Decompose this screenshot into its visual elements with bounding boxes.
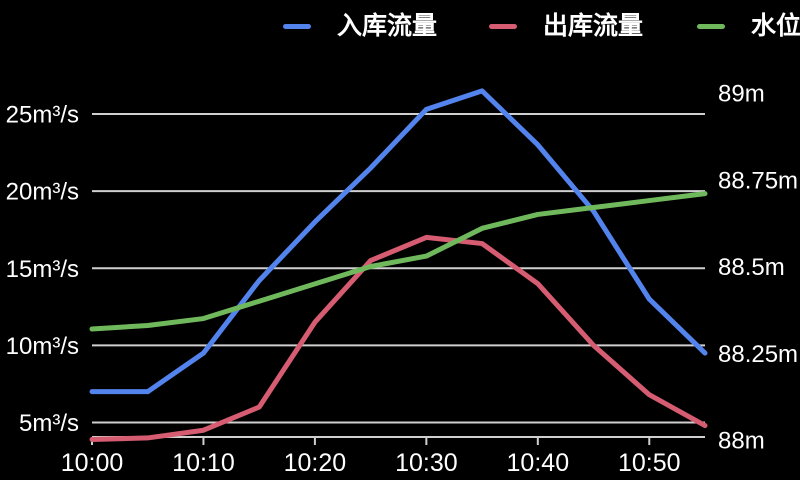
y-axis-right-label: 88.5m — [718, 254, 785, 281]
y-axis-right-label: 89m — [718, 81, 765, 108]
legend-item-water-level[interactable]: 水位 — [697, 10, 800, 42]
x-axis-label: 10:20 — [284, 449, 347, 477]
outflow-line-swatch-icon — [489, 23, 517, 29]
x-axis-label: 10:50 — [618, 449, 681, 477]
series-line-water-level — [89, 191, 708, 332]
y-axis-left-label: 25m³/s — [6, 102, 79, 129]
y-axis-right-label: 88.25m — [718, 341, 798, 368]
x-axis-label: 10:00 — [61, 449, 124, 477]
x-axis-label: 10:40 — [507, 449, 570, 477]
y-axis-right-label: 88m — [718, 428, 765, 455]
y-axis-left-label: 20m³/s — [6, 179, 79, 206]
legend-label-water-level: 水位 — [751, 12, 800, 40]
y-axis-left-label: 15m³/s — [6, 256, 79, 283]
inflow-line-swatch-icon — [283, 23, 311, 29]
y-axis-right-label: 88.75m — [718, 167, 798, 194]
series-line-inflow — [89, 88, 708, 395]
series-line-outflow — [89, 234, 708, 442]
legend-label-outflow: 出库流量 — [543, 12, 644, 40]
legend-item-inflow[interactable]: 入库流量 — [283, 10, 437, 42]
y-axis-left-label: 10m³/s — [6, 333, 79, 360]
water-level-line-swatch-icon — [697, 23, 725, 29]
legend-label-inflow: 入库流量 — [337, 12, 438, 40]
legend-item-outflow[interactable]: 出库流量 — [489, 10, 643, 42]
x-axis-label: 10:30 — [395, 449, 458, 477]
x-axis-label: 10:10 — [172, 449, 235, 477]
y-axis-left-label: 5m³/s — [19, 410, 79, 437]
